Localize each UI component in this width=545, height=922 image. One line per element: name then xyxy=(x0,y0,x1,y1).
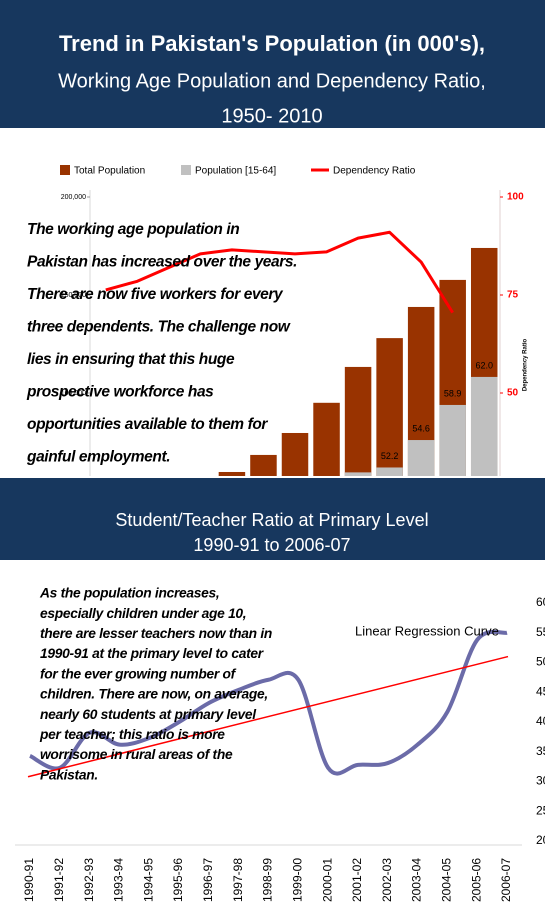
x-tick-label: 2002-03 xyxy=(380,858,394,902)
y-tick-label: 50 xyxy=(536,655,545,669)
bar xyxy=(218,471,246,476)
bar xyxy=(344,472,372,476)
share-label: 52.2 xyxy=(381,451,399,461)
annotation: children. There are now, on average, xyxy=(40,687,268,702)
annotation: There are now five workers for every xyxy=(27,286,284,303)
x-tick-label: 1990-91 xyxy=(22,858,36,902)
annotation: opportunities available to them for xyxy=(27,416,268,433)
x-tick-label: 2000-01 xyxy=(320,858,334,902)
share-label: 58.9 xyxy=(444,388,462,398)
x-tick-label: 1996-97 xyxy=(201,858,215,902)
bar xyxy=(407,440,435,476)
x-tick-label: 1995-96 xyxy=(171,858,185,902)
y-tick-label: 60 xyxy=(536,595,545,609)
y2-tick-label: 50 xyxy=(507,388,519,399)
annotation: As the population increases, xyxy=(39,586,219,601)
legend-label: Total Population xyxy=(74,166,145,177)
y-tick-label: 35 xyxy=(536,744,545,758)
y-tick-label: 45 xyxy=(536,684,545,698)
annotation: per teacher; this ratio is more xyxy=(39,727,225,742)
chart-title: Trend in Pakistan's Population (in 000's… xyxy=(59,31,485,56)
bar xyxy=(470,376,498,476)
x-tick-label: 1998-99 xyxy=(261,858,275,902)
legend-label: Dependency Ratio xyxy=(333,166,416,177)
annotation: especially children under age 10, xyxy=(40,606,246,621)
x-tick-label: 1992-93 xyxy=(82,858,96,902)
x-tick-label: 2001-02 xyxy=(350,858,364,902)
chart-subtitle: 1950- 2010 xyxy=(221,105,322,127)
chart-subtitle: 1990-91 to 2006-07 xyxy=(193,535,350,555)
trend-line xyxy=(27,655,509,778)
share-label: 54.6 xyxy=(412,423,430,433)
bar xyxy=(250,454,277,476)
annotation: worrisome in rural areas of the xyxy=(40,747,233,762)
y-tick-label: 20 xyxy=(536,833,545,847)
annotation: for the ever growing number of xyxy=(40,666,237,681)
annotation: Pakistan. xyxy=(40,767,98,782)
annotation: nearly 60 students at primary level xyxy=(40,707,257,722)
x-tick-label: 1993-94 xyxy=(112,858,126,902)
annotation: gainful employment. xyxy=(26,449,170,466)
x-tick-label: 2004-05 xyxy=(440,858,454,902)
annotation: 1990-91 at the primary level to cater xyxy=(40,646,264,661)
bar xyxy=(281,432,309,476)
y-tick-label: 30 xyxy=(536,774,545,788)
annotation: there are lesser teachers now than in xyxy=(40,626,272,641)
x-tick-label: 1994-95 xyxy=(141,858,155,902)
x-tick-label: 1999-00 xyxy=(290,858,304,902)
annotation: Pakistan has increased over the years. xyxy=(27,254,297,271)
ratio-line xyxy=(105,230,454,314)
annotation: prospective workforce has xyxy=(26,384,214,401)
bar xyxy=(313,402,340,476)
chart-subtitle: Working Age Population and Dependency Ra… xyxy=(58,70,486,92)
y-tick-label: 55 xyxy=(536,625,545,639)
y-tick-label: 200,000 xyxy=(61,194,86,201)
bar xyxy=(376,338,403,476)
header-band xyxy=(0,0,545,128)
population-chart: 100,000 150,000 200,000 50 75 100 Dependency R… xyxy=(26,165,529,476)
y-tick-label: 100,000 xyxy=(61,390,86,397)
annotation: lies in ensuring that this huge xyxy=(27,351,235,368)
bar xyxy=(439,404,466,476)
x-tick-label: 1997-98 xyxy=(231,858,245,902)
annotation: The working age population in xyxy=(27,221,239,238)
chart-title: Student/Teacher Ratio at Primary Level xyxy=(115,510,428,530)
y-tick-label: 150,000 xyxy=(61,292,86,299)
legend-label: Population [15-64] xyxy=(195,166,276,177)
ratio-chart: 20 25 30 35 40 45 50 55 60 1990-91 1991-92 1992-93 1… xyxy=(15,586,545,902)
trend-label: Linear Regression Curve xyxy=(355,623,499,638)
bar xyxy=(344,366,372,476)
y2-axis-label: Dependency Ratio xyxy=(523,339,529,392)
y-tick-label: 25 xyxy=(536,803,545,817)
x-tick-label: 2005-06 xyxy=(469,858,483,902)
x-tick-label: 2003-04 xyxy=(410,858,424,902)
legend-swatch xyxy=(60,165,70,175)
y2-tick-label: 100 xyxy=(507,192,524,203)
x-tick-label: 1991-92 xyxy=(52,858,66,902)
ratio-line xyxy=(29,629,508,776)
annotation: three dependents. The challenge now xyxy=(27,319,291,336)
share-label: 62.0 xyxy=(475,360,493,370)
y2-tick-label: 75 xyxy=(507,290,519,301)
header-band xyxy=(0,478,545,560)
x-tick-label: 2006-07 xyxy=(499,858,513,902)
y-tick-label: 40 xyxy=(536,714,545,728)
header-2: Student/Teacher Ratio at Primary Level 1… xyxy=(0,478,545,560)
bar xyxy=(376,467,403,476)
legend-swatch xyxy=(181,165,191,175)
